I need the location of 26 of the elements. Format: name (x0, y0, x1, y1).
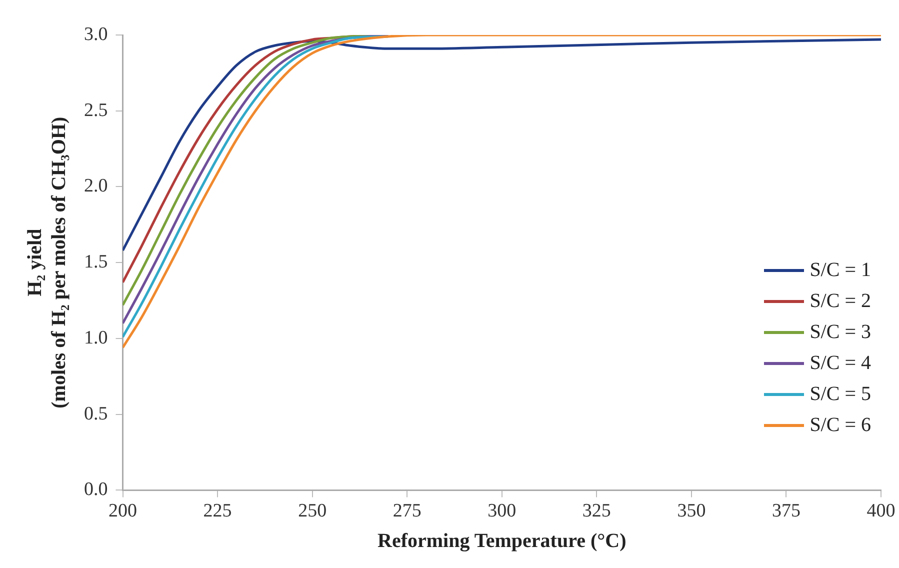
y-tick-label: 2.0 (84, 176, 108, 197)
x-tick-label: 375 (772, 500, 800, 522)
y-tick-label: 1.5 (84, 252, 108, 273)
y-tick-label: 1.0 (84, 327, 108, 348)
x-tick-label: 250 (298, 500, 327, 522)
x-tick-label: 350 (677, 500, 706, 522)
legend-label: S/C = 6 (810, 414, 871, 437)
legend-label: S/C = 2 (810, 290, 871, 313)
y-tick-label: 3.0 (84, 24, 108, 45)
x-tick-label: 400 (866, 500, 896, 522)
y-tick-label: 0.5 (84, 403, 108, 424)
x-tick-label: 200 (108, 500, 137, 522)
x-tick-label: 325 (582, 500, 611, 522)
legend-label: S/C = 4 (810, 352, 871, 375)
x-tick-label: 300 (488, 500, 516, 522)
legend-label: S/C = 3 (810, 321, 871, 344)
x-tick-label: 225 (203, 500, 232, 522)
y-tick-label: 2.5 (84, 100, 108, 121)
line-series (122, 38, 881, 252)
x-axis-title: Reforming Temperature (°C) (378, 530, 626, 552)
x-tick-label: 275 (392, 500, 422, 522)
legend-label: S/C = 1 (810, 259, 871, 282)
y-axis-title: H₂ yield (moles of H₂ per moles of CH₃OH) (24, 116, 70, 408)
y-tick-label: 0.0 (84, 479, 108, 500)
line-series (122, 35, 881, 349)
legend-label: S/C = 5 (810, 383, 871, 406)
